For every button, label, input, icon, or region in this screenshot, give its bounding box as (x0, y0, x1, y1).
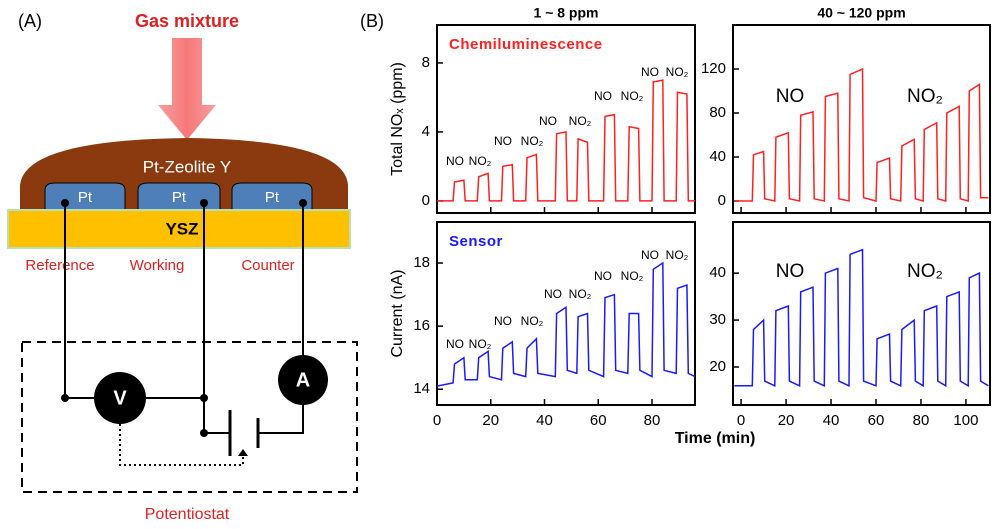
panel-label: (B) (360, 11, 384, 31)
series-label: Chemiluminescence (449, 36, 603, 53)
annotation: NO (539, 114, 557, 128)
y-tick-label: 30 (709, 311, 726, 328)
electrode (137, 182, 221, 211)
y-tick-label: 4 (422, 123, 430, 140)
annotation: NO₂ (907, 261, 943, 282)
x-tick-label: 40 (823, 412, 840, 429)
y-tick-label: 14 (413, 380, 430, 397)
node (61, 199, 69, 207)
annotation: NO₂ (469, 154, 492, 168)
zeolite-label: Pt-Zeolite Y (143, 157, 232, 176)
annotation: NO₂ (521, 134, 544, 148)
annotation: NO₂ (907, 86, 943, 107)
series-label: Sensor (449, 233, 503, 250)
ammeter (278, 355, 328, 405)
y-axis-label: Total NOₓ (ppm) (389, 62, 406, 176)
gas-label: Gas mixture (135, 11, 239, 31)
voltmeter-label: V (113, 387, 127, 409)
electrode-label: Pt (78, 189, 93, 206)
x-tick-label: 100 (953, 412, 978, 429)
y-tick-label: 0 (422, 192, 430, 209)
electrode-name: Working (130, 257, 185, 274)
data-line (734, 248, 989, 388)
annotation: NO₂ (666, 65, 689, 79)
annotation: NO (494, 134, 512, 148)
y-tick-label: 40 (709, 264, 726, 281)
annotation: NO₂ (621, 89, 644, 103)
plot-frame (732, 221, 991, 406)
node (200, 394, 208, 402)
y-axis-label: Current (nA) (389, 269, 406, 357)
annotation: NO (446, 337, 464, 351)
node (200, 429, 208, 437)
data-line (734, 67, 989, 202)
x-tick-label: 20 (482, 412, 499, 429)
annotation: NO (641, 248, 659, 262)
electrode-label: Pt (172, 189, 187, 206)
battery (228, 410, 260, 456)
y-tick-label: 120 (701, 60, 726, 77)
plot-frame (436, 24, 696, 214)
annotation: NO (544, 287, 562, 301)
annotation: NO₂ (521, 314, 544, 328)
x-tick-label: 20 (778, 412, 795, 429)
y-tick-label: 8 (422, 54, 430, 71)
potentiostat-label: Potentiostat (145, 506, 230, 523)
node (200, 199, 208, 207)
ammeter-label: A (296, 369, 310, 391)
data-line (437, 79, 695, 202)
annotation: NO (594, 269, 612, 283)
y-tick-label: 0 (718, 192, 726, 209)
gas-arrow (158, 38, 216, 140)
electrode-name: Counter (241, 257, 294, 274)
x-tick-label: 60 (868, 412, 885, 429)
annotation: NO (594, 89, 612, 103)
electrodes: Pt Pt Pt (44, 182, 313, 211)
annotation: NO₂ (569, 287, 592, 301)
wire (203, 398, 230, 434)
x-tick-label: 60 (590, 412, 607, 429)
plot-frame (732, 24, 991, 214)
annotation: NO (776, 261, 805, 282)
y-tick-label: 16 (413, 317, 430, 334)
dotted-wire (119, 424, 244, 466)
x-tick-label: 80 (913, 412, 930, 429)
x-tick-label: 40 (536, 412, 553, 429)
y-tick-label: 18 (413, 254, 430, 271)
electrode-name: Reference (25, 257, 94, 274)
annotation: NO (494, 314, 512, 328)
annotation: NO₂ (621, 269, 644, 283)
y-tick-label: 40 (709, 148, 726, 165)
y-tick-label: 80 (709, 104, 726, 121)
plot-frame (436, 221, 696, 406)
annotation: NO₂ (569, 114, 592, 128)
column-title: 1 ~ 8 ppm (534, 5, 599, 21)
node (299, 199, 307, 207)
annotation: NO (446, 154, 464, 168)
annotation: NO (776, 86, 805, 107)
ysz-label: YSZ (165, 219, 198, 238)
wire (258, 203, 304, 434)
y-tick-label: 20 (709, 358, 726, 375)
arrow-head (238, 449, 248, 456)
x-tick-label: 0 (433, 412, 441, 429)
annotation: NO₂ (469, 337, 492, 351)
annotation: NO (641, 65, 659, 79)
x-axis-label: Time (min) (675, 430, 756, 447)
annotation: NO₂ (666, 248, 689, 262)
data-line (436, 261, 696, 387)
x-tick-label: 80 (644, 412, 661, 429)
voltmeter (94, 372, 146, 424)
panel-label: (A) (18, 11, 42, 31)
potentiostat-box (21, 341, 358, 493)
column-title: 40 ~ 120 ppm (817, 5, 905, 21)
electrode-label: Pt (265, 189, 280, 206)
x-tick-label: 0 (737, 412, 745, 429)
node (61, 394, 69, 402)
electrode (231, 182, 313, 211)
